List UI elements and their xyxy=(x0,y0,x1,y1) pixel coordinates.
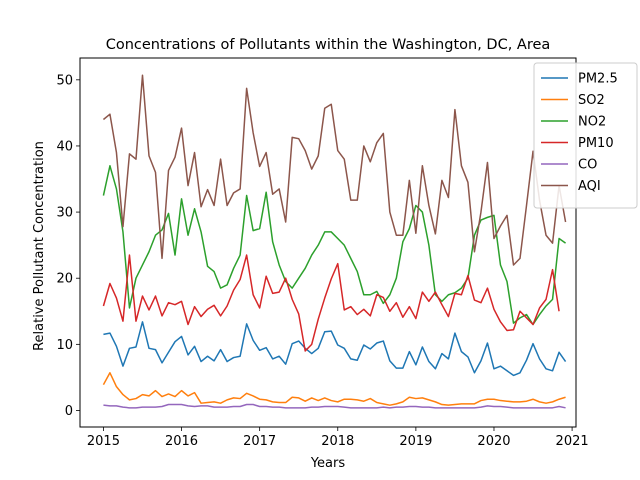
legend-entry: PM10 xyxy=(578,136,614,151)
x-tick-label: 2021 xyxy=(556,434,589,449)
y-tick-label: 20 xyxy=(56,272,73,287)
x-tick-label: 2016 xyxy=(165,434,198,449)
y-tick-label: 40 xyxy=(56,139,73,154)
y-tick-label: 50 xyxy=(56,73,73,88)
x-tick-label: 2018 xyxy=(321,434,354,449)
series-line-no2 xyxy=(102,165,567,326)
legend-entry: PM2.5 xyxy=(578,72,618,87)
y-tick-label: 10 xyxy=(56,338,73,353)
y-axis: 0 10 20 30 40 50 xyxy=(56,73,80,419)
x-tick-label: 2020 xyxy=(477,434,510,449)
series-line-so2 xyxy=(102,372,566,406)
series-layer xyxy=(102,74,567,409)
series-line-aqi xyxy=(102,74,567,266)
legend-entry: CO xyxy=(578,158,597,173)
chart-title: Concentrations of Pollutants within the … xyxy=(106,37,551,53)
series-line-co xyxy=(103,403,566,409)
x-tick-label: 2019 xyxy=(399,434,432,449)
y-axis-label: Relative Pollutant Concentration xyxy=(32,141,47,351)
series-line-pm25 xyxy=(103,321,567,377)
legend: PM2.5 SO2 NO2 PM10 CO AQI xyxy=(533,62,638,209)
x-tick-label: 2015 xyxy=(87,434,120,449)
plot-frame xyxy=(79,57,577,428)
x-axis-label: Years xyxy=(310,456,346,471)
x-axis: 2015 2016 2017 2018 2019 2020 2021 xyxy=(87,427,589,449)
y-tick-label: 30 xyxy=(56,206,73,221)
legend-entry: SO2 xyxy=(578,93,605,108)
legend-entry: AQI xyxy=(578,179,601,194)
legend-entry: NO2 xyxy=(578,115,606,130)
series-line-pm10 xyxy=(102,254,560,352)
x-tick-label: 2017 xyxy=(243,434,276,449)
y-tick-label: 0 xyxy=(65,404,73,419)
